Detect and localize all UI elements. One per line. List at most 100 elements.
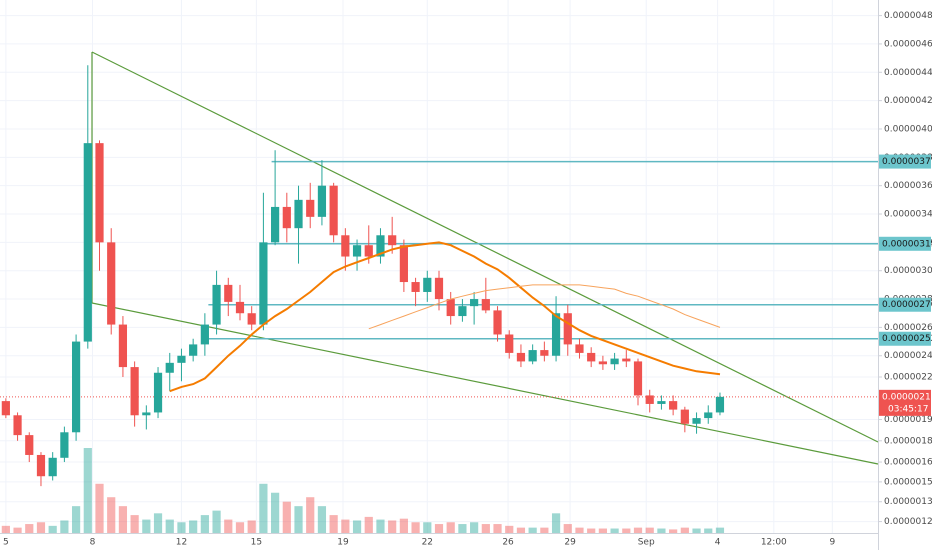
candle-body xyxy=(563,313,572,345)
candle-body xyxy=(434,277,444,300)
candle-body xyxy=(294,199,303,229)
candle-body xyxy=(645,395,654,404)
candle-body xyxy=(516,352,526,362)
volume-bar xyxy=(200,515,209,533)
candle-body xyxy=(13,415,22,436)
candle-body xyxy=(458,306,467,317)
volume-bar xyxy=(36,522,46,533)
volume-bar xyxy=(153,513,163,533)
volume-bar xyxy=(341,519,350,533)
volume-bar xyxy=(563,524,572,533)
volume-bar xyxy=(528,527,537,533)
x-tick-label: 5 xyxy=(3,538,9,548)
x-tick-label: 4 xyxy=(715,538,721,548)
level-label: 0.00000319 xyxy=(882,239,932,249)
candle-body xyxy=(83,143,92,342)
x-tick-label: 15 xyxy=(251,538,262,548)
y-tick-label: 0.00000165 xyxy=(884,458,932,468)
volume-bar xyxy=(493,524,502,533)
volume-bar xyxy=(352,520,362,533)
candle-body xyxy=(364,245,373,257)
volume-bar xyxy=(25,524,34,533)
volume-bar xyxy=(95,483,104,533)
candle-body xyxy=(282,206,291,229)
level-label: 0.00000276 xyxy=(882,300,932,310)
candle-body xyxy=(118,324,128,368)
candle-body xyxy=(610,358,619,365)
volume-bar xyxy=(317,506,327,533)
candle-body xyxy=(36,454,46,477)
x-tick-label: 19 xyxy=(337,538,349,548)
volume-bar xyxy=(294,506,303,533)
level-label: 0.00000377 xyxy=(882,157,932,167)
candle-body xyxy=(271,206,280,243)
candle-body xyxy=(551,313,561,356)
countdown: 03:45:17 xyxy=(888,404,928,414)
volume-bar xyxy=(118,506,128,533)
level-label: 0.00000252 xyxy=(882,334,932,344)
candle-body xyxy=(212,284,221,325)
candle-body xyxy=(669,401,678,410)
x-tick-label: 12 xyxy=(176,538,187,548)
volume-bar xyxy=(598,528,607,533)
volume-bar xyxy=(470,522,479,533)
candle-body xyxy=(71,341,81,433)
volume-bar xyxy=(610,528,619,533)
moving-averages xyxy=(169,241,721,393)
candle-body xyxy=(470,299,479,307)
candle-body xyxy=(633,361,643,396)
candle-body xyxy=(60,432,69,458)
candle-body xyxy=(587,352,596,362)
last-price-label: 0.00000211 xyxy=(882,392,932,402)
candle-body xyxy=(165,362,174,373)
volume-bar xyxy=(271,492,280,533)
candle-body xyxy=(306,199,315,217)
volume-bar xyxy=(177,522,186,533)
candle-body xyxy=(680,409,689,424)
candle-body xyxy=(1,401,10,416)
volume-bar xyxy=(505,525,514,533)
candle-body xyxy=(446,299,455,317)
volume-bar xyxy=(458,524,467,533)
candle-body xyxy=(142,412,151,416)
volume-bar xyxy=(189,520,198,533)
candle-body xyxy=(622,358,631,362)
y-tick-label: 0.00000151 xyxy=(884,477,932,487)
volume-bar xyxy=(376,519,385,533)
candle-body xyxy=(657,401,666,404)
candles xyxy=(1,65,725,487)
volume-bar xyxy=(282,501,291,533)
volume-bar xyxy=(60,520,69,533)
volume-bar xyxy=(71,506,81,533)
volume-bar xyxy=(680,527,689,533)
candle-body xyxy=(411,282,420,292)
volume-bar xyxy=(13,527,22,533)
volume-bar xyxy=(516,527,526,533)
x-tick-label: 26 xyxy=(502,538,514,548)
candle-body xyxy=(317,185,327,217)
candle-body xyxy=(235,301,245,314)
level-label-box xyxy=(879,236,931,251)
volume-bar xyxy=(622,528,631,533)
candle-body xyxy=(481,299,490,311)
volume-bar xyxy=(107,497,116,533)
trend-lines xyxy=(91,51,879,465)
y-tick-label: 0.00000225 xyxy=(884,373,932,383)
volume-bar xyxy=(446,522,455,533)
y-tick-label: 0.00000137 xyxy=(884,497,932,507)
y-tick-label: 0.00000195 xyxy=(884,415,932,425)
candle-body xyxy=(247,313,256,325)
volume-bar xyxy=(669,529,678,533)
volume xyxy=(1,448,725,533)
candle-body xyxy=(493,310,502,335)
volume-bar xyxy=(165,519,174,533)
volume-bar xyxy=(633,527,643,533)
